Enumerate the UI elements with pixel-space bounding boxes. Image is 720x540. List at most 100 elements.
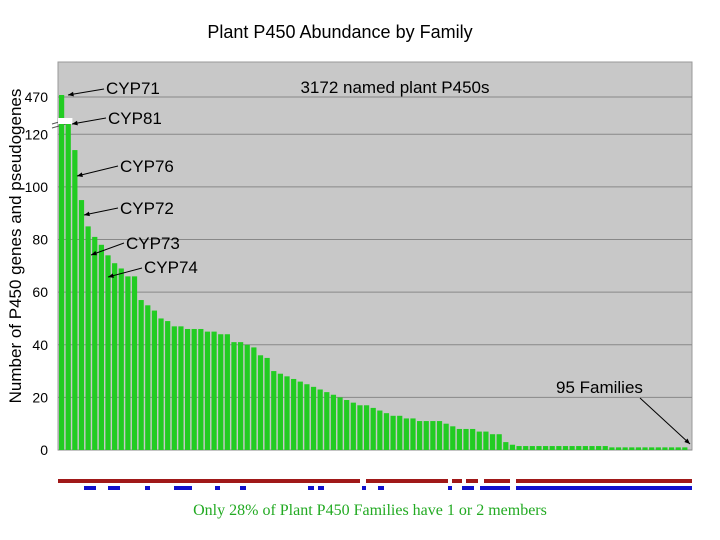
bar [191, 328, 197, 450]
bar [397, 415, 403, 450]
bar [417, 421, 423, 450]
group-bar-blue [240, 486, 246, 490]
group-bar-red [366, 479, 448, 483]
bar [576, 446, 582, 450]
bar [377, 410, 383, 450]
chart-title: Plant P450 Abundance by Family [207, 22, 472, 42]
bar [370, 407, 376, 450]
bar [204, 331, 211, 450]
y-tick-label: 20 [32, 389, 48, 405]
arrow-head [91, 250, 97, 256]
bar [357, 405, 363, 450]
bar [297, 381, 303, 450]
bar [363, 405, 370, 450]
y-axis-label: Number of P450 genes and pseudogenes [6, 89, 25, 404]
bar [317, 389, 323, 450]
bar [509, 444, 516, 450]
bar [171, 326, 177, 450]
annotation-arrow [67, 88, 105, 96]
annotation-label: CYP74 [144, 258, 198, 277]
bar [655, 447, 661, 450]
bar [450, 426, 456, 450]
arrow-head [108, 273, 114, 278]
bar [98, 244, 104, 450]
group-bar-blue [174, 486, 192, 490]
bar [244, 344, 250, 450]
bar [231, 342, 237, 450]
bar [556, 446, 562, 450]
bar [622, 447, 628, 450]
arrow-head [68, 91, 74, 97]
bar [264, 357, 270, 450]
bar [549, 446, 555, 450]
bar [463, 428, 469, 450]
group-bar-blue [145, 486, 150, 490]
group-bar-blue [308, 486, 314, 490]
bar [65, 121, 71, 450]
group-bar-red [58, 479, 360, 483]
footer-note: Only 28% of Plant P450 Families have 1 o… [193, 502, 547, 519]
bar [649, 447, 655, 450]
bar [92, 236, 98, 450]
bar [456, 428, 462, 450]
arrow-head [684, 438, 690, 444]
bar [476, 431, 482, 450]
bar [178, 326, 184, 450]
bar [483, 431, 489, 450]
plot-area [57, 61, 693, 451]
bar [224, 334, 230, 450]
bar [430, 421, 436, 450]
bar [529, 446, 535, 450]
bar [635, 447, 642, 450]
bar [125, 276, 131, 450]
bar [165, 321, 171, 450]
annotation-arrow [639, 397, 691, 445]
bar [423, 421, 429, 450]
bar [337, 397, 343, 450]
bar [609, 447, 615, 450]
bar [304, 384, 310, 450]
annotation-label: CYP76 [120, 157, 174, 176]
bar [436, 421, 443, 450]
y-tick-label: 60 [32, 284, 48, 300]
bar [310, 386, 317, 450]
annotation-label: CYP81 [108, 109, 162, 128]
arrow-head [72, 120, 78, 126]
bar [489, 434, 496, 450]
bar [238, 342, 244, 450]
annotation-label: CYP73 [126, 234, 180, 253]
bar [569, 446, 575, 450]
bar [615, 447, 622, 450]
bar [78, 200, 85, 450]
bar [105, 255, 111, 450]
group-bar-blue [462, 486, 474, 490]
bars-group [58, 95, 688, 451]
bar [675, 447, 681, 450]
annotation-arrow [71, 117, 107, 125]
bar [390, 415, 396, 450]
group-bar-blue [516, 486, 692, 490]
bar [59, 95, 65, 450]
bar [251, 347, 257, 450]
bar [112, 263, 118, 450]
bar [662, 447, 668, 450]
group-bar-red [484, 479, 510, 483]
bar [496, 434, 502, 450]
group-bar-red [466, 479, 478, 483]
bar [582, 446, 588, 450]
bar [72, 150, 78, 451]
group-bar-blue [378, 486, 384, 490]
bar [211, 331, 217, 450]
bar [410, 418, 416, 450]
y-tick-label: 100 [25, 179, 49, 195]
annotation-arrow [90, 242, 125, 256]
bar [682, 447, 688, 450]
group-bar-blue [448, 486, 452, 490]
bar [536, 446, 542, 450]
y-tick-label: 470 [25, 89, 49, 105]
bar [516, 446, 522, 450]
bar [629, 447, 635, 450]
bar [443, 423, 449, 450]
group-bar-red [452, 479, 462, 483]
